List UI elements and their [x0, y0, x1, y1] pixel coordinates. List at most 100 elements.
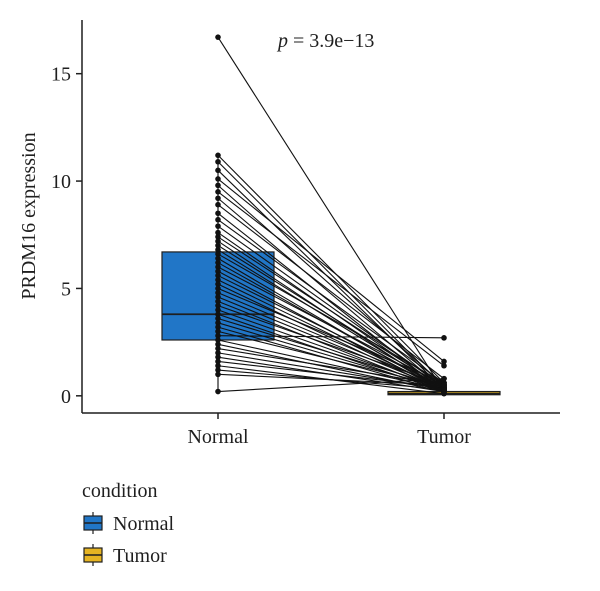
paired-lines-layer	[217, 36, 445, 395]
point-normal	[215, 302, 221, 309]
point-tumor	[441, 375, 447, 382]
p-value-annotation: p = 3.9e−13	[276, 30, 374, 52]
point-tumor	[441, 382, 447, 388]
legend-title: condition	[82, 480, 158, 502]
legend-key-tumor	[83, 544, 103, 566]
point-normal	[215, 328, 221, 335]
point-normal	[215, 358, 221, 365]
p-value-symbol: p	[276, 30, 288, 52]
boxes-layer	[161, 157, 501, 396]
point-normal	[215, 234, 221, 240]
paired-line	[217, 335, 445, 339]
legend-label-normal: Normal	[113, 513, 175, 535]
y-axis-title: PRDM16 expression	[18, 132, 40, 299]
point-normal	[215, 350, 221, 356]
paired-line	[217, 36, 445, 392]
legend-label-tumor: Tumor	[113, 545, 167, 567]
point-normal	[215, 388, 221, 395]
point-normal	[215, 251, 221, 257]
paired-line	[217, 236, 445, 386]
paired-line	[217, 275, 445, 388]
point-normal	[215, 158, 221, 165]
y-tick-label: 15	[51, 64, 71, 86]
paired-line	[217, 204, 445, 380]
point-normal	[215, 268, 221, 275]
paired-line	[217, 373, 445, 386]
y-tick-label: 10	[51, 171, 71, 193]
point-normal	[215, 289, 221, 296]
point-normal	[215, 272, 221, 279]
points-layer	[215, 34, 447, 397]
paired-line	[217, 249, 445, 390]
paired-line	[217, 253, 445, 384]
point-tumor	[441, 362, 447, 369]
point-normal	[215, 255, 221, 262]
point-normal	[215, 320, 221, 326]
y-tick-label: 5	[61, 278, 71, 300]
paired-line	[217, 296, 445, 390]
x-tick-label: Tumor	[417, 426, 471, 448]
point-normal	[215, 238, 221, 244]
point-tumor	[441, 386, 447, 393]
paired-line	[217, 348, 445, 386]
point-normal	[215, 367, 221, 373]
paired-line	[217, 305, 445, 386]
x-tick-label: Normal	[187, 426, 249, 448]
paired-line	[217, 266, 445, 386]
legend: Normal Tumor	[83, 512, 175, 567]
paired-line	[217, 169, 445, 390]
point-tumor	[441, 335, 447, 341]
paired-line	[217, 330, 445, 388]
y-axis-ticks: 0 5 10 15	[51, 64, 82, 408]
paired-line	[217, 245, 445, 388]
paired-line	[217, 154, 445, 384]
paired-line	[217, 197, 445, 390]
point-normal	[215, 362, 221, 369]
x-axis-ticks: Normal Tumor	[187, 413, 471, 448]
point-normal	[215, 201, 221, 208]
point-normal	[215, 167, 221, 174]
point-normal	[215, 34, 221, 40]
point-normal	[215, 311, 221, 318]
point-normal	[215, 341, 221, 348]
paired-line	[217, 317, 445, 388]
point-normal	[215, 210, 221, 217]
y-tick-label: 0	[61, 386, 71, 408]
point-normal	[215, 298, 221, 305]
point-tumor	[441, 358, 447, 365]
point-normal	[215, 277, 221, 283]
paired-line	[217, 191, 445, 367]
point-normal	[215, 264, 221, 270]
paired-line	[217, 257, 445, 392]
point-normal	[215, 337, 221, 343]
paired-line	[217, 219, 445, 384]
point-normal	[215, 307, 221, 313]
point-normal	[215, 259, 221, 266]
point-normal	[215, 216, 221, 223]
point-normal	[215, 195, 221, 202]
legend-key-normal	[83, 512, 103, 534]
paired-line	[217, 178, 445, 362]
point-normal	[215, 281, 221, 287]
point-normal	[215, 315, 221, 322]
paired-line	[217, 287, 445, 384]
point-tumor	[441, 390, 447, 397]
point-normal	[215, 354, 221, 360]
point-normal	[215, 242, 221, 249]
point-normal	[215, 371, 221, 378]
point-normal	[215, 332, 221, 339]
point-normal	[215, 294, 221, 300]
point-normal	[215, 246, 221, 253]
p-value-text: = 3.9e−13	[288, 30, 374, 52]
point-normal	[215, 345, 221, 352]
point-normal	[215, 182, 221, 189]
point-normal	[215, 229, 221, 236]
point-normal	[215, 223, 221, 229]
point-normal	[215, 152, 221, 159]
paired-line	[217, 378, 445, 393]
point-normal	[215, 285, 221, 292]
point-normal	[215, 324, 221, 330]
point-normal	[215, 176, 221, 182]
point-normal	[215, 189, 221, 195]
